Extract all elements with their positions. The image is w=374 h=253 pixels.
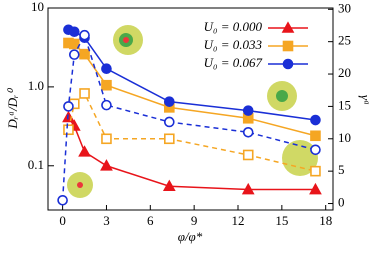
y2-axis-label: γᵃ	[358, 95, 373, 105]
marker	[242, 127, 254, 138]
y2-tick-label: 5	[338, 162, 345, 177]
marker	[164, 116, 175, 128]
marker	[78, 145, 91, 157]
marker	[242, 149, 254, 161]
marker	[63, 124, 74, 136]
marker	[101, 63, 112, 75]
y2-tick-label: 10	[338, 130, 351, 145]
marker	[310, 165, 321, 177]
marker	[63, 101, 74, 112]
inset-molecules	[67, 25, 318, 198]
legend-label: U₀ = 0.000	[204, 19, 263, 34]
marker	[164, 133, 175, 145]
y2-tick-label: 15	[338, 97, 351, 112]
legend-marker	[282, 58, 294, 70]
x-tick-label: 0	[59, 213, 66, 228]
x-tick-label: 3	[103, 213, 110, 228]
x-tick-label: 12	[232, 213, 245, 228]
plot-frame	[47, 7, 334, 211]
marker	[310, 114, 321, 126]
y2-tick-label: 0	[338, 195, 345, 210]
series-line	[67, 117, 316, 191]
y2-tick-label: 20	[338, 65, 351, 80]
marker	[241, 182, 255, 195]
marker	[310, 130, 321, 142]
y2-tick-label: 25	[338, 33, 351, 48]
marker	[57, 194, 68, 206]
marker	[79, 88, 90, 99]
legend-marker	[281, 21, 295, 33]
y-tick-label: 10	[31, 0, 44, 14]
marker	[79, 29, 90, 41]
y2-tick-label: 30	[338, 0, 351, 15]
x-tick-label: 18	[319, 213, 332, 228]
marker	[164, 96, 175, 107]
x-tick-label: 6	[147, 213, 154, 228]
marker	[162, 179, 176, 192]
marker	[101, 133, 112, 145]
marker	[69, 38, 80, 50]
y-tick-label: 1.0	[28, 78, 44, 93]
y-axis-label: Dᵣᵃ/Dᵣ⁰	[5, 88, 20, 130]
marker	[101, 99, 112, 111]
marker	[101, 79, 112, 91]
legend-marker	[282, 40, 294, 52]
x-tick-label: 15	[275, 213, 288, 228]
marker	[242, 105, 254, 116]
marker	[310, 144, 321, 156]
y-tick-label: 0.1	[28, 157, 44, 172]
legend-label: U₀ = 0.067	[204, 55, 263, 70]
series-line	[61, 33, 316, 201]
marker	[69, 26, 80, 38]
x-axis-label: φ/φ*	[178, 229, 203, 244]
x-tick-label: 9	[191, 213, 198, 228]
legend-label: U₀ = 0.033	[204, 37, 263, 52]
marker	[69, 49, 80, 60]
marker	[309, 182, 322, 195]
marker	[100, 159, 113, 171]
marker	[79, 48, 90, 60]
